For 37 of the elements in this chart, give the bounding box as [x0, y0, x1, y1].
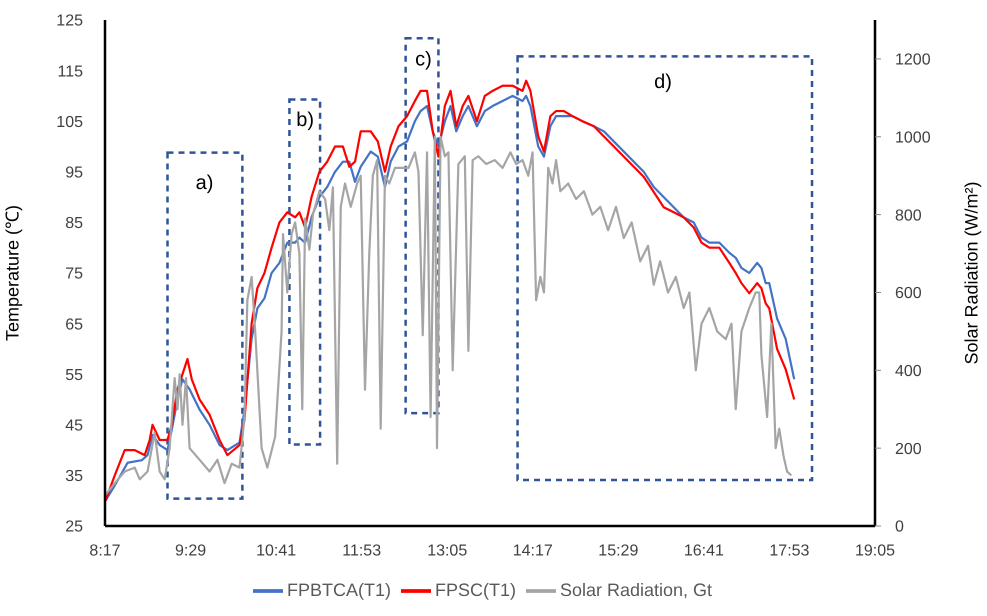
x-tick-label: 8:17: [89, 542, 121, 560]
x-tick-label: 15:29: [598, 542, 638, 560]
x-tick-label: 10:41: [256, 542, 296, 560]
annotation: d): [654, 70, 672, 93]
x-tick-label: 16:41: [684, 542, 724, 560]
legend-label: FPBTCA(T1): [286, 580, 391, 600]
x-tick-label: 14:17: [512, 542, 553, 560]
x-tick-label: 19:05: [854, 542, 896, 560]
y-tick-label: 65: [65, 316, 84, 334]
y-tick-label: 125: [56, 12, 84, 30]
y-tick-label: 35: [65, 468, 84, 486]
legend-label: FPSC(T1): [434, 580, 516, 600]
y-tick-label: 55: [65, 366, 84, 384]
y2-tick-label: 200: [895, 440, 922, 458]
y2-tick-label: 0: [895, 518, 904, 536]
y2-tick-label: 600: [895, 285, 922, 302]
annotation: b): [296, 108, 314, 131]
y-tick-label: 75: [65, 266, 84, 283]
y-tick-label: 45: [65, 417, 84, 434]
y2-tick-label: 1200: [895, 52, 931, 69]
annotation: a): [196, 172, 214, 194]
legend-label: Solar Radiation, Gt: [560, 580, 712, 600]
y2-tick-label: 800: [895, 207, 922, 224]
y-tick-label: 25: [65, 518, 84, 536]
x-tick-label: 11:53: [342, 542, 382, 560]
y2-axis-title: Solar Radiation (W/m²): [961, 181, 982, 365]
y-tick-label: 105: [56, 114, 84, 131]
x-tick-label: 9:29: [174, 542, 206, 560]
y-tick-label: 95: [65, 164, 84, 182]
y-tick-label: 85: [65, 215, 84, 232]
y-axis-title: Temperature (℃): [2, 204, 22, 342]
x-tick-label: 17:53: [769, 542, 810, 560]
x-tick-label: 13:05: [427, 542, 468, 560]
y2-tick-label: 400: [895, 362, 922, 380]
annotation: c): [415, 48, 432, 71]
y-tick-label: 115: [57, 63, 84, 80]
y2-tick-label: 1000: [895, 129, 931, 146]
